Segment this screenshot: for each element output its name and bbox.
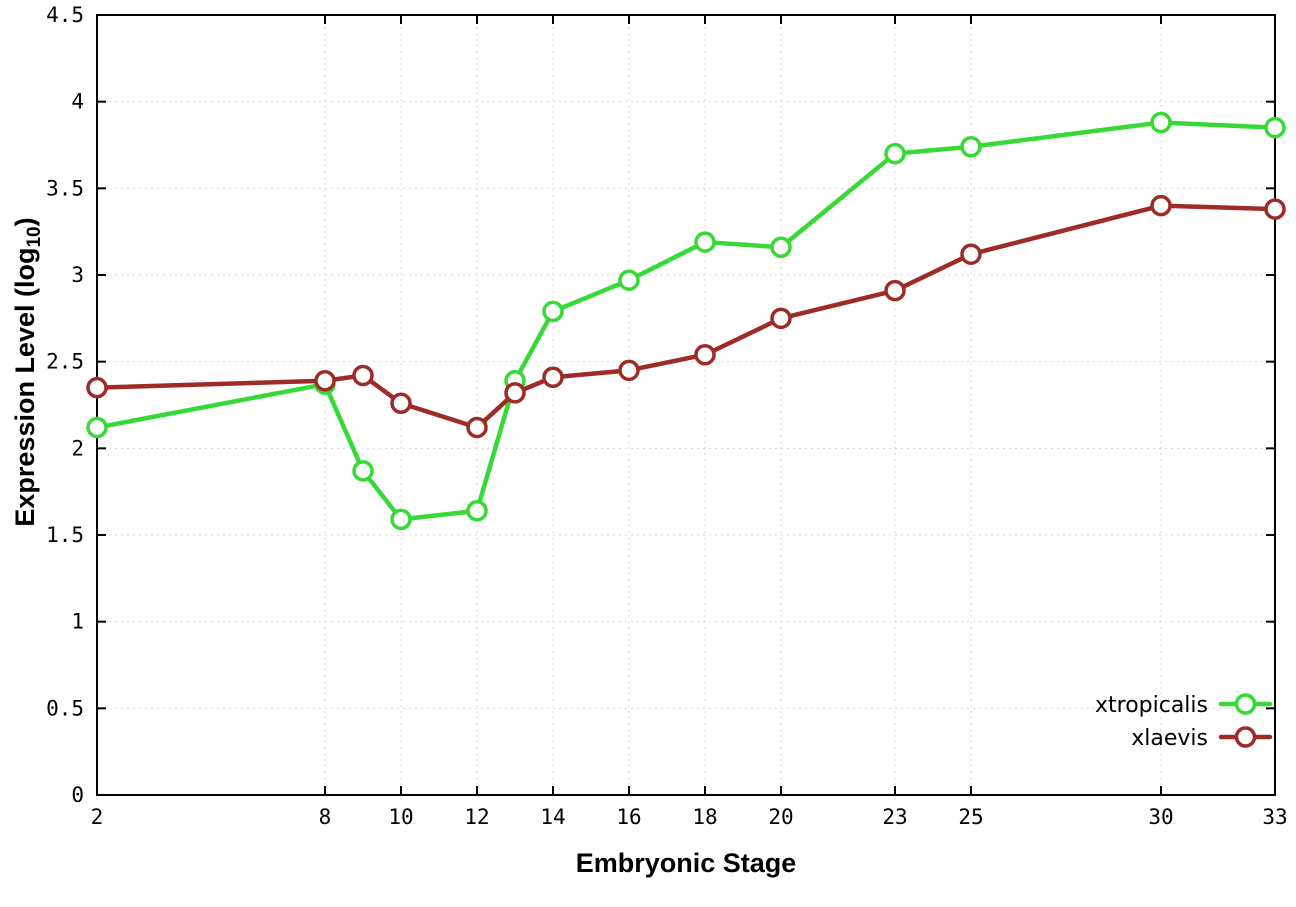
x-tick-label: 20 <box>768 805 793 829</box>
data-point-xlaevis <box>314 369 336 392</box>
data-point-xtropicalis <box>352 460 374 482</box>
y-tick-label: 0 <box>71 783 84 807</box>
data-point-xtropicalis <box>1150 111 1172 134</box>
data-point-xlaevis <box>390 392 412 415</box>
data-point-xlaevis <box>618 359 640 382</box>
x-tick-label: 18 <box>692 805 717 829</box>
y-tick-label: 1 <box>71 610 84 634</box>
data-point-xtropicalis <box>466 499 488 522</box>
data-point-xlaevis <box>770 307 792 330</box>
data-point-xlaevis <box>466 416 488 439</box>
y-tick-label: 4.5 <box>46 3 84 27</box>
legend-label-xtropicalis: xtropicalis <box>1095 693 1208 718</box>
y-tick-label: 4 <box>71 90 84 114</box>
data-point-xtropicalis <box>86 416 108 439</box>
y-tick-label: 2.5 <box>46 350 84 374</box>
x-tick-label: 8 <box>319 805 332 829</box>
legend-sample-marker-xlaevis <box>1234 726 1257 748</box>
x-axis-title: Embryonic Stage <box>97 848 1275 879</box>
data-point-xlaevis <box>960 243 982 265</box>
y-tick-label: 0.5 <box>46 696 84 720</box>
data-point-xtropicalis <box>618 269 640 291</box>
data-point-xtropicalis <box>542 300 564 323</box>
data-point-xlaevis <box>1150 194 1172 217</box>
x-tick-label: 14 <box>540 805 565 829</box>
plot-border <box>96 14 1276 796</box>
x-tick-label: 16 <box>616 805 641 829</box>
legend-label-xlaevis: xlaevis <box>1131 726 1208 751</box>
data-point-xtropicalis <box>1264 116 1286 139</box>
x-tick-label: 2 <box>91 805 104 829</box>
x-tick-label: 30 <box>1148 805 1173 829</box>
x-tick-label: 23 <box>882 805 907 829</box>
y-tick-label: 2 <box>71 436 84 460</box>
data-point-xlaevis <box>86 376 108 399</box>
y-tick-label: 3 <box>71 263 84 287</box>
data-point-xtropicalis <box>960 135 982 158</box>
data-point-xtropicalis <box>884 142 906 165</box>
x-tick-label: 25 <box>958 805 983 829</box>
data-point-xtropicalis <box>390 508 412 531</box>
x-tick-label: 33 <box>1262 805 1287 829</box>
y-axis-title-subscript: 10 <box>24 226 46 248</box>
data-point-xtropicalis <box>694 231 716 253</box>
data-point-xlaevis <box>694 343 716 366</box>
data-point-xtropicalis <box>770 236 792 259</box>
y-axis-title: Expression Level (log10) <box>9 217 46 527</box>
y-tick-label: 3.5 <box>46 176 84 200</box>
x-axis-title-text: Embryonic Stage <box>575 848 797 878</box>
data-point-xlaevis <box>504 382 526 404</box>
legend-sample-marker-xtropicalis <box>1234 693 1257 715</box>
x-tick-label: 12 <box>464 805 489 829</box>
x-tick-label: 10 <box>388 805 413 829</box>
data-point-xlaevis <box>1264 198 1286 220</box>
data-point-xlaevis <box>352 364 374 387</box>
data-point-xlaevis <box>542 366 564 389</box>
data-point-xlaevis <box>884 279 906 302</box>
y-tick-label: 1.5 <box>46 523 84 547</box>
